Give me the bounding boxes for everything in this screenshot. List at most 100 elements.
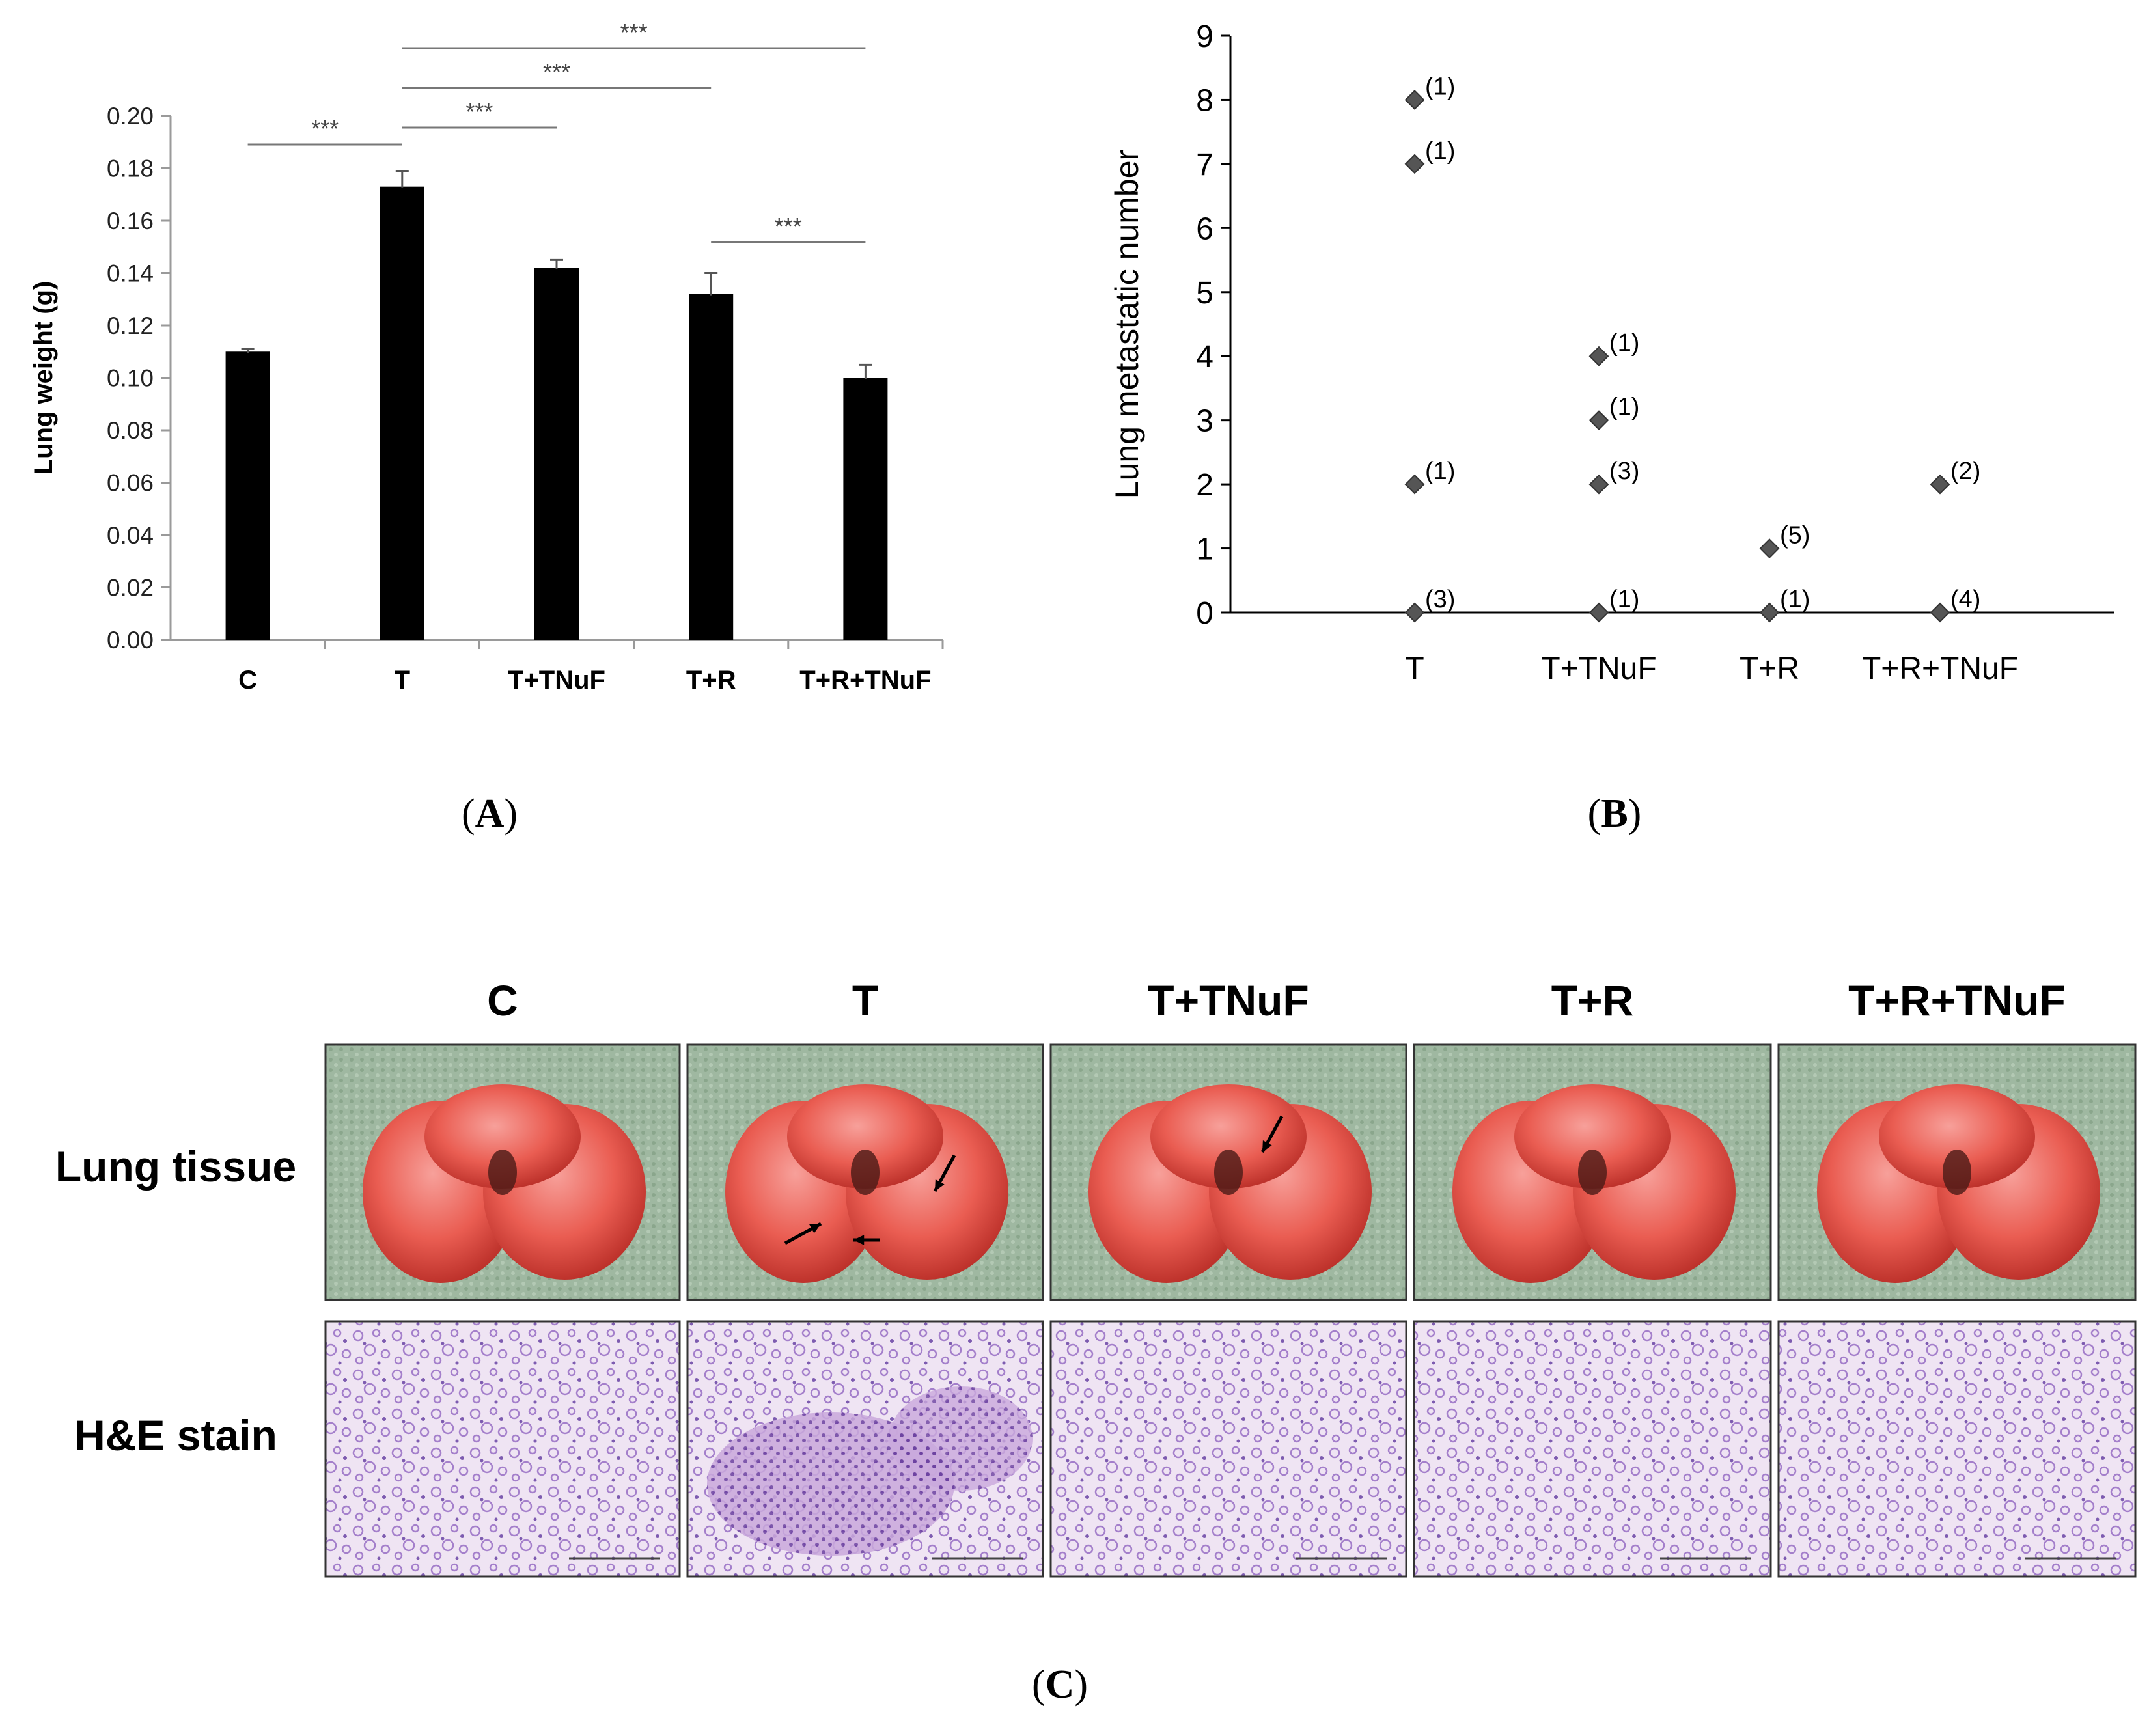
y-tick-label: 0.20 xyxy=(107,103,154,130)
y-tick-label: 0.12 xyxy=(107,312,154,339)
data-point xyxy=(1588,410,1609,431)
panel-a-letter: A xyxy=(475,792,505,836)
point-count-label: (1) xyxy=(1425,458,1455,485)
lung-hilum xyxy=(1578,1150,1607,1195)
point-count-label: (3) xyxy=(1425,586,1455,613)
data-point xyxy=(1404,154,1425,174)
he-tumor-region xyxy=(889,1386,1033,1491)
lung-hilum xyxy=(851,1150,880,1195)
bar xyxy=(380,186,424,640)
point-count-label: (2) xyxy=(1950,458,1980,485)
group-header: T+R+TNuF xyxy=(1848,976,2066,1025)
he-stain-image xyxy=(1049,1320,1407,1578)
panel-a-label: (A) xyxy=(462,792,518,836)
y-tick-label: 7 xyxy=(1196,148,1213,182)
y-tick-label: 4 xyxy=(1196,340,1213,374)
panel-b-letter: B xyxy=(1601,792,1628,836)
lung-lobe-top xyxy=(787,1084,943,1189)
x-tick-label: C xyxy=(238,666,257,695)
y-tick-label: 2 xyxy=(1196,468,1213,503)
x-tick-label: T+R+TNuF xyxy=(1862,652,2018,686)
data-point xyxy=(1588,602,1609,623)
bar xyxy=(225,351,270,640)
metastasis-arrowhead xyxy=(853,1235,865,1245)
x-tick-label: T xyxy=(1405,652,1424,686)
x-tick-label: T+R xyxy=(686,666,736,695)
lung-hilum xyxy=(1943,1150,1971,1195)
bar xyxy=(534,268,579,640)
he-stain-image xyxy=(1413,1320,1772,1578)
data-point xyxy=(1588,346,1609,366)
x-tick-label: T xyxy=(395,666,410,695)
y-tick-label: 3 xyxy=(1196,404,1213,439)
point-count-label: (1) xyxy=(1425,137,1455,165)
significance-label: *** xyxy=(311,115,339,142)
metastasis-arrowhead xyxy=(1262,1140,1272,1152)
metastasis-arrowhead xyxy=(935,1179,945,1191)
x-tick-label: T+TNuF xyxy=(508,666,605,695)
he-stain-image xyxy=(324,1320,681,1578)
data-point xyxy=(1404,602,1425,623)
data-point xyxy=(1404,90,1425,110)
panel-c-image-grid: C T T+TNuF T+R T+R+TNuF Lung tissue H&E stain xyxy=(55,976,2137,1578)
significance-label: *** xyxy=(775,213,802,240)
y-tick-label: 0.00 xyxy=(107,627,154,654)
x-tick-label: T+TNuF xyxy=(1541,652,1656,686)
point-count-label: (5) xyxy=(1780,522,1810,549)
he-stain-image xyxy=(1777,1320,2137,1578)
group-header: T+R xyxy=(1551,976,1634,1025)
row-label: Lung tissue xyxy=(55,1142,296,1191)
bar xyxy=(843,378,888,640)
y-tick-label: 0.08 xyxy=(107,417,154,444)
y-tick-label: 0.02 xyxy=(107,575,154,601)
significance-label: *** xyxy=(620,19,648,46)
y-tick-label: 9 xyxy=(1196,20,1213,54)
y-tick-label: 0.10 xyxy=(107,365,154,392)
significance-label: *** xyxy=(543,59,570,85)
panel-c-letter: C xyxy=(1046,1662,1075,1707)
data-point xyxy=(1404,474,1425,495)
y-axis-title: Lung weight (g) xyxy=(29,281,58,475)
point-count-label: (1) xyxy=(1609,586,1639,613)
y-tick-label: 8 xyxy=(1196,83,1213,118)
lung-lobe-top xyxy=(1879,1084,2035,1189)
group-header: C xyxy=(487,976,518,1025)
y-tick-label: 5 xyxy=(1196,276,1213,310)
y-tick-label: 0.18 xyxy=(107,156,154,182)
data-point xyxy=(1588,474,1609,495)
point-count-label: (1) xyxy=(1609,394,1639,421)
y-tick-label: 0.16 xyxy=(107,208,154,234)
lung-lobe-top xyxy=(1514,1084,1671,1189)
data-point xyxy=(1759,602,1780,623)
x-tick-label: T+R+TNuF xyxy=(799,666,931,695)
lung-hilum xyxy=(1214,1150,1243,1195)
y-tick-label: 6 xyxy=(1196,212,1213,246)
group-header: T+TNuF xyxy=(1148,976,1309,1025)
panel-b-label: (B) xyxy=(1588,792,1642,836)
point-count-label: (3) xyxy=(1609,458,1639,485)
y-tick-label: 1 xyxy=(1196,532,1213,567)
lung-lobe-top xyxy=(424,1084,581,1189)
bar xyxy=(689,294,734,640)
lung-hilum xyxy=(488,1150,517,1195)
y-tick-label: 0.04 xyxy=(107,522,154,549)
point-count-label: (1) xyxy=(1609,329,1639,357)
panel-b-scatter-chart: 0 1 2 3 4 5 6 7 8 9 Lung metastatic number T T+TNuF T… xyxy=(1109,20,2114,686)
point-count-label: (4) xyxy=(1950,586,1980,613)
panel-a-bar-chart: 0.00 0.02 0.04 0.06 0.08 0.10 0.12 0.14 0.16 0.18… xyxy=(29,19,944,695)
point-count-label: (1) xyxy=(1425,73,1455,100)
metastasis-arrowhead xyxy=(809,1224,821,1233)
data-point xyxy=(1759,538,1780,558)
x-tick-label: T+R xyxy=(1740,652,1799,686)
y-axis-title: Lung metastatic number xyxy=(1109,150,1145,499)
y-tick-label: 0.06 xyxy=(107,470,154,497)
panel-c-label: (C) xyxy=(1032,1662,1088,1707)
significance-label: *** xyxy=(465,98,493,125)
lung-lobe-top xyxy=(1150,1084,1307,1189)
data-point xyxy=(1930,474,1950,495)
row-label: H&E stain xyxy=(74,1411,277,1459)
y-tick-label: 0.14 xyxy=(107,260,154,287)
data-point xyxy=(1930,602,1950,623)
group-header: T xyxy=(852,976,878,1025)
